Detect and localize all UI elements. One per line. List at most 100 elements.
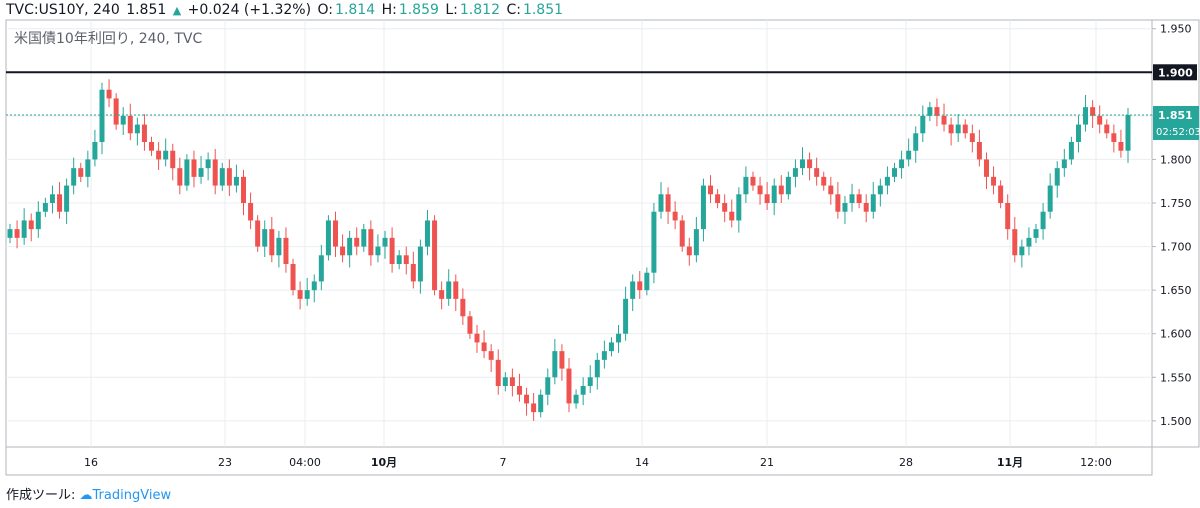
plot-frame: [5, 19, 1153, 448]
candle-body: [361, 229, 367, 247]
candle-body: [750, 176, 756, 186]
candle-body: [552, 351, 558, 378]
candle-body: [481, 342, 487, 352]
candle-body: [368, 229, 374, 256]
candle-body: [516, 386, 522, 395]
candle-body: [913, 133, 919, 151]
candle-body: [453, 281, 459, 299]
candle-body: [347, 237, 353, 256]
candle-body: [269, 229, 275, 256]
candle-body: [184, 159, 190, 186]
countdown-label: 02:52:03: [1156, 127, 1200, 138]
candle-body: [566, 368, 572, 404]
candle-body: [941, 115, 947, 125]
candle-body: [255, 220, 261, 247]
candle-body: [920, 115, 926, 134]
candle-body: [191, 159, 197, 177]
candle-body: [85, 159, 91, 177]
close-value: 1.851: [522, 2, 564, 18]
y-tick-label: 1.550: [1160, 371, 1192, 384]
candle-body: [99, 89, 105, 142]
candle-body: [318, 255, 324, 282]
candle-body: [608, 342, 614, 352]
x-tick-label: 04:00: [289, 456, 321, 469]
candle-body: [729, 211, 735, 221]
close-label: C:: [506, 2, 521, 18]
candle-body: [106, 89, 112, 99]
tradingview-link[interactable]: TradingView: [92, 488, 172, 503]
candle-body: [955, 124, 961, 134]
candle-body: [991, 176, 997, 186]
candle-body: [304, 290, 310, 299]
y-tick-label: 1.500: [1160, 415, 1192, 428]
candle-body: [205, 159, 211, 169]
candle-body: [587, 377, 593, 386]
x-tick-label: 12:00: [1080, 456, 1112, 469]
candle-body: [509, 377, 515, 386]
candle-body: [340, 246, 346, 256]
candle-body: [1118, 142, 1124, 151]
candle-body: [630, 281, 636, 299]
candle-body: [35, 211, 41, 230]
y-tick-label: 1.750: [1160, 197, 1192, 210]
high-label: H:: [381, 2, 397, 18]
candle-body: [693, 229, 699, 256]
price-chart[interactable]: 1.9501.9001.8501.8001.7501.7001.6501.600…: [0, 0, 1200, 478]
candle-body: [28, 220, 34, 230]
candle-body: [736, 194, 742, 221]
candle-body: [524, 394, 530, 404]
candle-body: [467, 316, 473, 334]
candle-body: [757, 185, 763, 195]
candle-body: [856, 194, 862, 203]
candle-body: [1040, 211, 1046, 230]
candle-body: [113, 98, 119, 125]
candle-body: [764, 194, 770, 203]
symbol-header: TVC:US10Y, 240 1.851 ▲ +0.024 (+1.32%) O…: [6, 0, 565, 20]
candle-body: [863, 203, 869, 212]
x-tick-label: 23: [218, 456, 232, 469]
y-tick-label: 1.650: [1160, 284, 1192, 297]
candle-body: [1125, 114, 1131, 151]
tradingview-logo-icon[interactable]: ☁: [79, 488, 93, 503]
candle-body: [325, 220, 331, 256]
y-tick-label: 1.950: [1160, 23, 1192, 36]
candle-body: [700, 185, 706, 230]
candle-body: [1104, 124, 1110, 134]
candle-body: [141, 124, 147, 142]
candle-body: [382, 237, 388, 247]
candle-body: [877, 185, 883, 195]
candle-body: [241, 176, 247, 203]
open-label: O:: [317, 2, 334, 18]
candle-body: [828, 185, 834, 195]
x-tick-label: 21: [760, 456, 774, 469]
candle-body: [1097, 115, 1103, 125]
candle-body: [57, 194, 63, 212]
candle-body: [580, 386, 586, 395]
candle-body: [446, 281, 452, 299]
horizontal-line-label: 1.900: [1158, 66, 1193, 79]
candle-body: [219, 168, 225, 186]
candle-body: [906, 150, 912, 160]
candle-body: [665, 194, 671, 212]
candle-body: [616, 333, 622, 343]
candle-body: [559, 351, 565, 369]
candle-body: [785, 176, 791, 195]
last-price: 1.851: [126, 2, 167, 18]
low-label: L:: [445, 2, 458, 18]
candle-body: [1005, 203, 1011, 230]
symbol-label[interactable]: TVC:US10Y, 240: [6, 2, 120, 18]
candle-body: [800, 159, 806, 169]
candle-body: [771, 185, 777, 203]
candle-body: [276, 237, 282, 256]
candle-body: [814, 168, 820, 177]
open-value: 1.814: [335, 2, 376, 18]
x-tick-label: 16: [84, 456, 98, 469]
y-tick-label: 1.800: [1160, 153, 1192, 166]
price-axis-frame: [1151, 19, 1200, 448]
candle-body: [198, 168, 204, 177]
high-value: 1.859: [398, 2, 439, 18]
candle-body: [134, 124, 140, 134]
candle-body: [679, 220, 685, 247]
candle-body: [708, 185, 714, 195]
candle-body: [156, 150, 162, 160]
